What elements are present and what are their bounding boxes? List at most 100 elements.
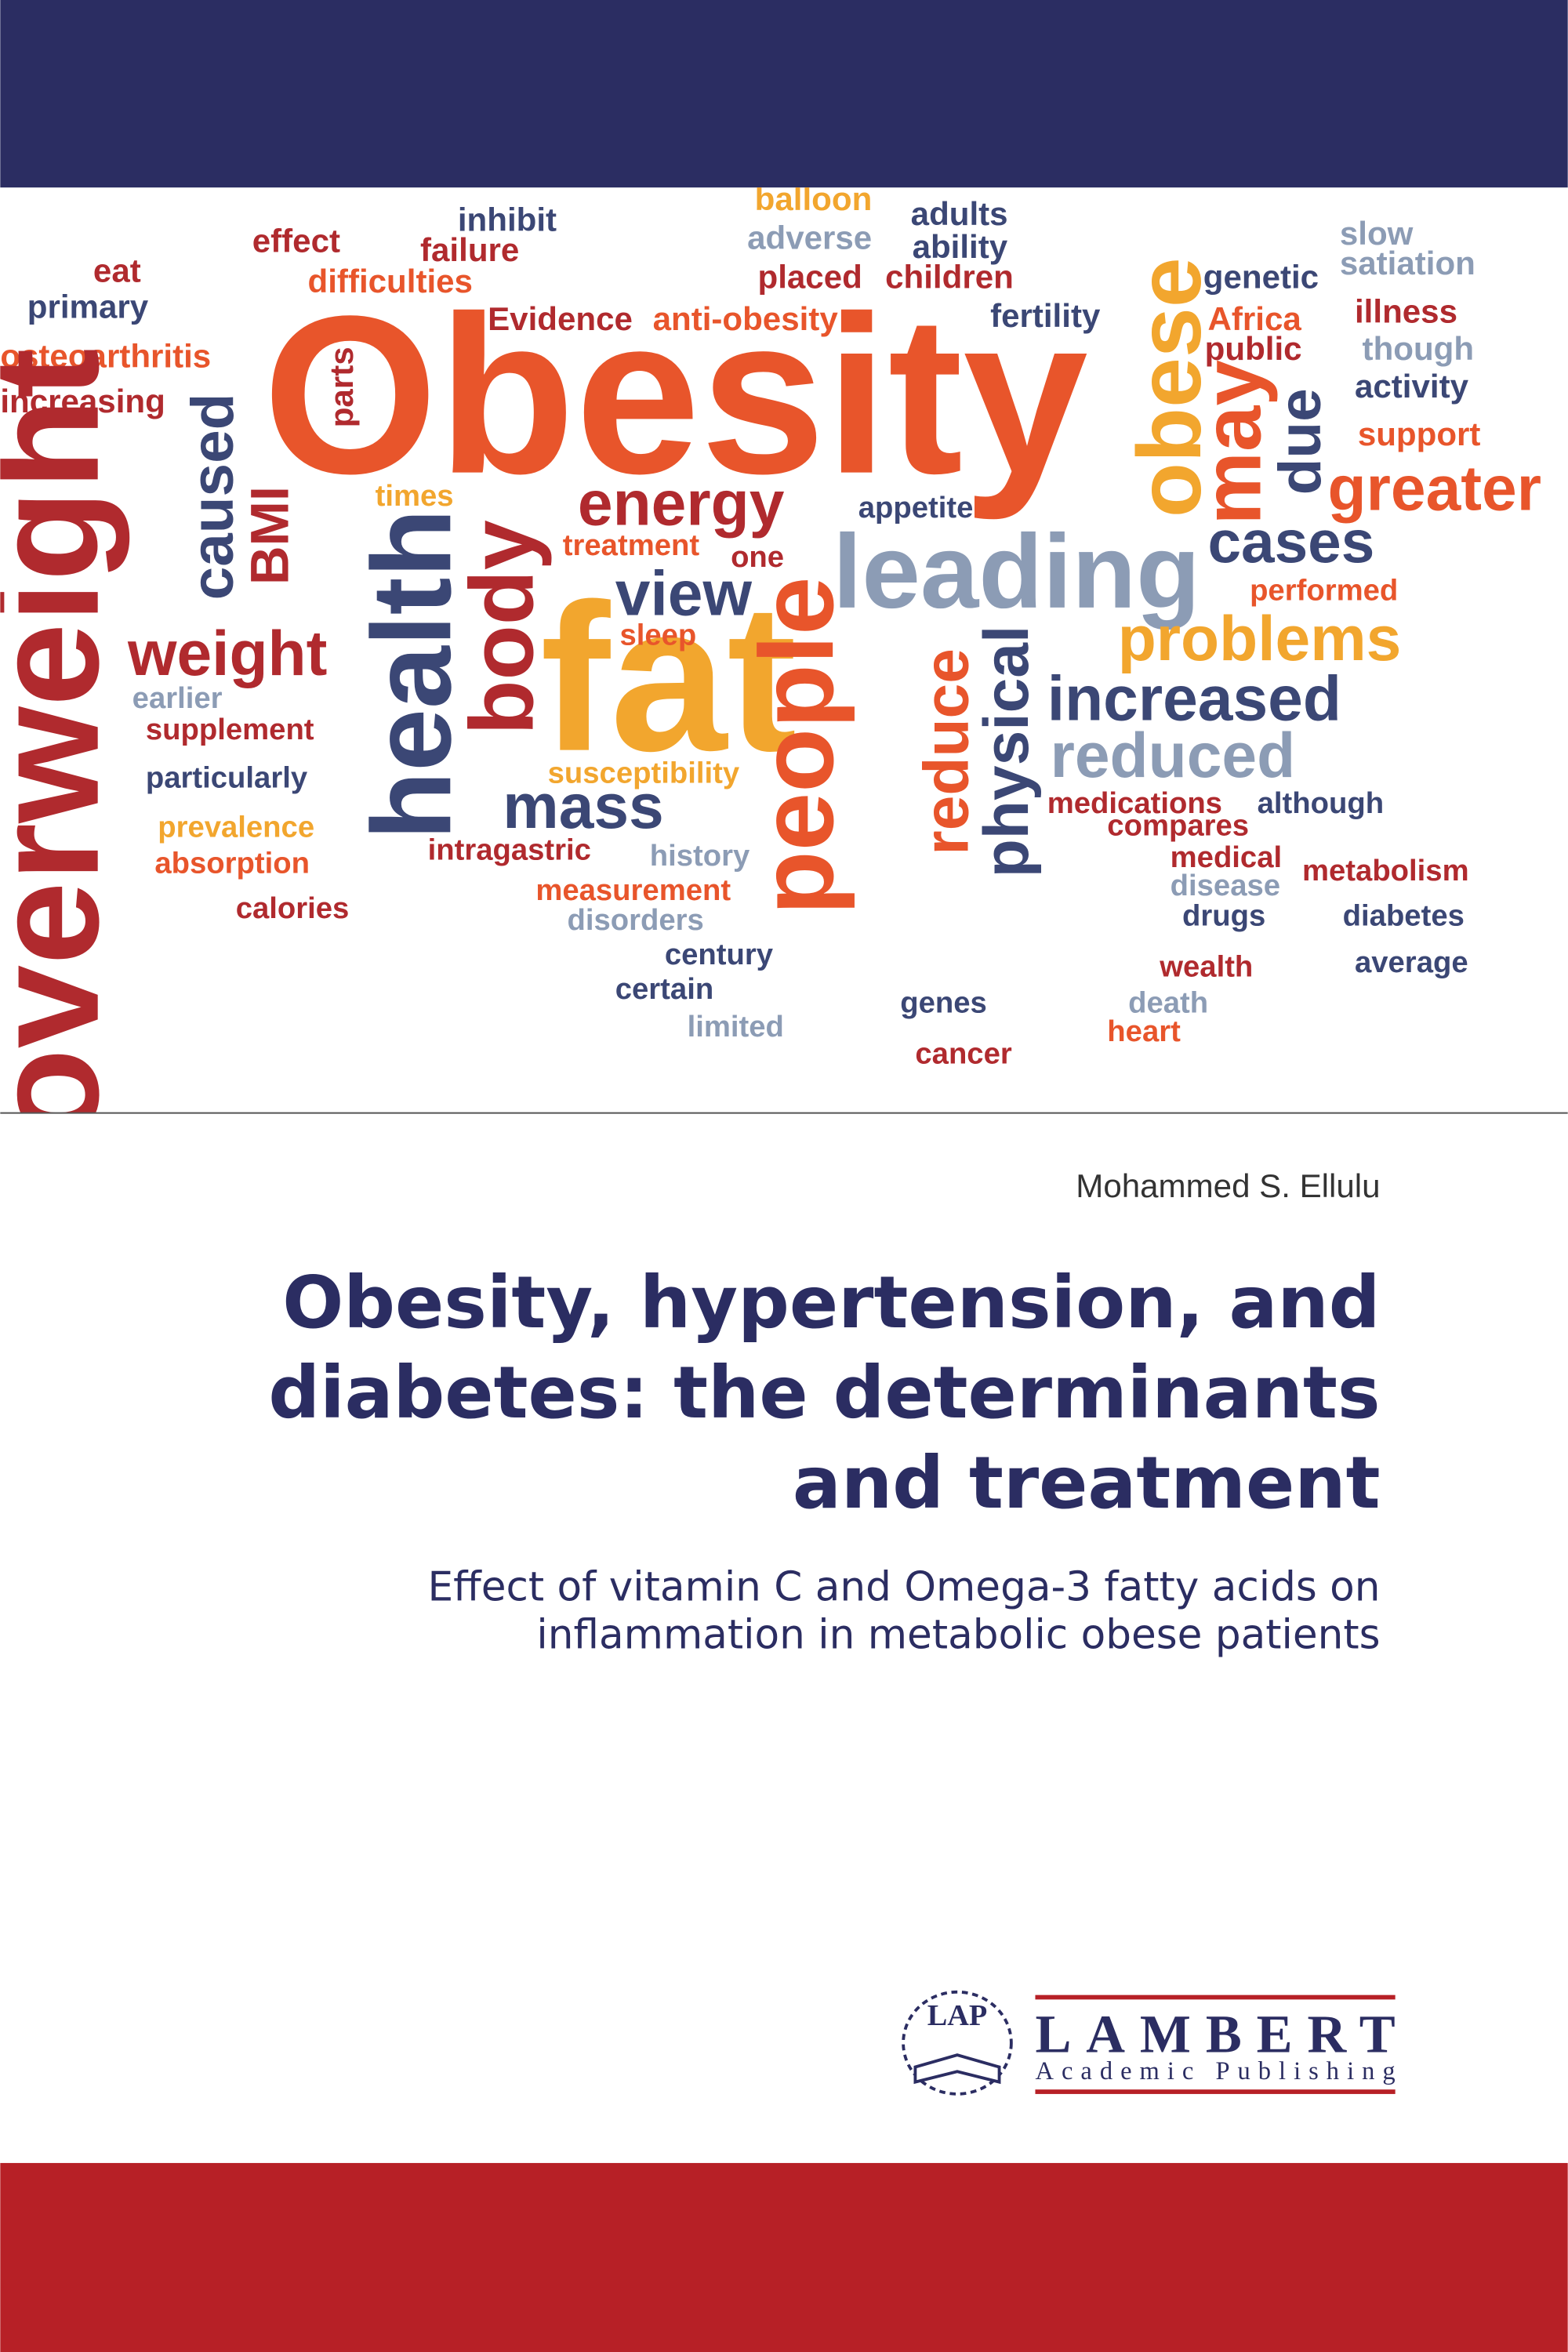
publisher-logo: LAP LAMBERT Academic Publishing (902, 1990, 1396, 2096)
cloud-word: fertility (990, 297, 1101, 334)
cloud-word: primary (27, 289, 149, 325)
cloud-word: mass (503, 771, 664, 842)
title-line: Obesity, hypertension, and (282, 1261, 1380, 1345)
cloud-word: absorption (154, 847, 310, 880)
cloud-word: century (665, 938, 774, 971)
word-cloud: Obesity fat leading energy view weight mass inc… (0, 180, 1541, 1140)
cloud-word: problems (1118, 604, 1402, 674)
cloud-word: adults (911, 195, 1008, 232)
cloud-word: due (1267, 388, 1334, 495)
cloud-word: treatment (563, 528, 700, 562)
cloud-word: energy (578, 469, 785, 539)
cloud-word: activity (1355, 368, 1469, 405)
cloud-word: cancer (915, 1037, 1011, 1071)
cloud-word: Africa (1207, 300, 1301, 337)
cloud-word: increased (1047, 663, 1341, 734)
cloud-word: satiation (1340, 245, 1475, 281)
author: Mohammed S. Ellulu (1076, 1167, 1380, 1204)
cloud-word: though (1363, 330, 1475, 367)
subtitle-line: Effect of vitamin C and Omega-3 fatty ac… (427, 1563, 1380, 1610)
cloud-word: disorders (568, 903, 704, 937)
cloud-word: wealth (1159, 950, 1253, 984)
cloud-word: anti-obesity (653, 300, 839, 337)
cloud-word: placed (758, 258, 862, 295)
cloud-word: support (1358, 416, 1481, 452)
publisher-name: LAMBERT (1035, 2004, 1395, 2063)
cloud-word: eat (93, 252, 141, 289)
cloud-word: history (650, 839, 750, 873)
cloud-word: metabolism (1302, 854, 1469, 887)
cloud-word: parts (323, 347, 360, 427)
logo-rule (1035, 2089, 1396, 2094)
cloud-word: diabetes (1343, 898, 1465, 932)
subtitle-line: inflammation in metabolic obese patients (536, 1612, 1380, 1659)
cloud-word: earlier (132, 681, 223, 715)
cloud-word: disease (1171, 869, 1280, 902)
cloud-word: although (1258, 786, 1384, 820)
cloud-word: death (1128, 985, 1208, 1019)
cloud-word: difficulties (308, 263, 473, 299)
cloud-word: public (1205, 330, 1302, 367)
cloud-word: weight (127, 619, 327, 689)
cloud-word: Evidence (488, 300, 633, 337)
cloud-word: body (452, 520, 553, 735)
cloud-word: medical (1171, 840, 1282, 874)
cloud-word: one (731, 540, 784, 574)
cloud-word: may (1186, 360, 1278, 525)
cloud-word: times (376, 479, 454, 513)
cloud-word: appetite (858, 491, 974, 524)
cloud-word: greater (1328, 454, 1541, 524)
cloud-word: certain (615, 972, 713, 1006)
cloud-word: heart (1107, 1014, 1181, 1048)
cloud-word: fat (540, 561, 797, 795)
cloud-word: illness (1355, 292, 1457, 329)
cloud-word: reduced (1051, 720, 1296, 791)
cloud-word: children (885, 258, 1014, 295)
cloud-word: compares (1107, 809, 1249, 843)
cloud-word: physical (971, 626, 1042, 878)
cloud-word: genes (900, 985, 987, 1019)
cloud-word: intragastric (428, 833, 591, 866)
cloud-word: medications (1047, 786, 1222, 820)
cloud-word: reduce (911, 648, 982, 855)
cloud-word: average (1355, 946, 1468, 979)
cloud-word: sleep (619, 619, 696, 652)
cloud-word: limited (688, 1010, 784, 1044)
cloud-word: prevalence (158, 811, 314, 844)
cloud-word: obese (1120, 257, 1220, 517)
top-band (0, 0, 1568, 188)
cloud-word: balloon (755, 180, 873, 217)
cloud-word: caused (180, 394, 246, 601)
cloud-word: cases (1207, 509, 1374, 575)
title-line: diabetes: the determinants (268, 1351, 1380, 1435)
cloud-word: effect (252, 222, 340, 259)
cloud-word: failure (420, 231, 519, 268)
logo-text: LAP (927, 1999, 988, 2032)
cloud-word: people (739, 577, 855, 916)
cloud-word: leading (833, 514, 1200, 630)
cloud-word: measurement (535, 873, 731, 907)
cloud-word: slow (1340, 215, 1414, 252)
cloud-word: particularly (146, 760, 308, 794)
cloud-word: supplement (146, 713, 314, 746)
cloud-word: BMI (240, 486, 300, 585)
cloud-word: view (615, 558, 753, 629)
cloud-word: osteoarthritis (0, 338, 211, 375)
cloud-word: calories (236, 891, 350, 925)
cloud-word: overweight (0, 348, 130, 1140)
cloud-word: adverse (747, 220, 872, 256)
cloud-word: drugs (1182, 898, 1265, 932)
cloud-word: health (349, 509, 474, 840)
cloud-word: genetic (1203, 258, 1319, 295)
cloud-word: Obesity (263, 269, 1089, 522)
bottom-band (0, 2162, 1568, 2352)
cloud-word: performed (1250, 573, 1398, 607)
title-line: and treatment (793, 1441, 1381, 1525)
logo-rule (1035, 1994, 1396, 2000)
cloud-word: susceptibility (548, 757, 740, 790)
cloud-word: inhibit (458, 201, 557, 238)
logo-book (913, 2053, 1001, 2085)
logo-wreath (902, 1990, 1013, 2096)
